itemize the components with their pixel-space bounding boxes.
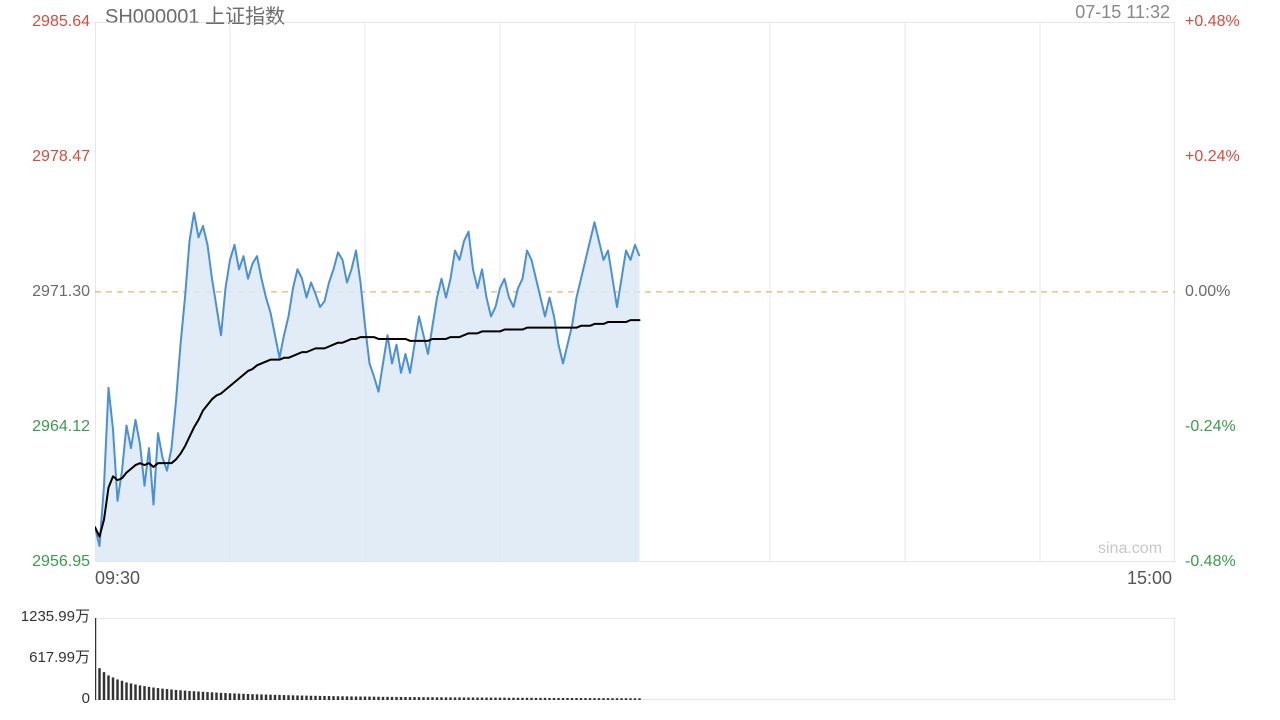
y-left-label: 2956.95 [18,554,90,570]
y-right-label: -0.48% [1185,554,1236,570]
y-left-label: 2964.12 [18,419,90,435]
y-left-label: 2985.64 [18,14,90,30]
vol-y-label: 1235.99万 [4,609,90,624]
chart-timestamp: 07-15 11:32 [1075,2,1170,23]
volume-chart [95,618,1175,700]
watermark: sina.com [1098,540,1162,558]
y-right-label: -0.24% [1185,419,1236,435]
y-left-label: 2978.47 [18,149,90,165]
vol-y-label: 617.99万 [4,650,90,665]
x-start-label: 09:30 [95,568,140,589]
y-left-label: 2971.30 [18,284,90,300]
x-end-label: 15:00 [1127,568,1172,589]
y-right-label: +0.48% [1185,14,1240,30]
y-right-label: 0.00% [1185,284,1230,300]
y-right-label: +0.24% [1185,149,1240,165]
price-chart [95,22,1175,562]
vol-y-label: 0 [4,691,90,706]
